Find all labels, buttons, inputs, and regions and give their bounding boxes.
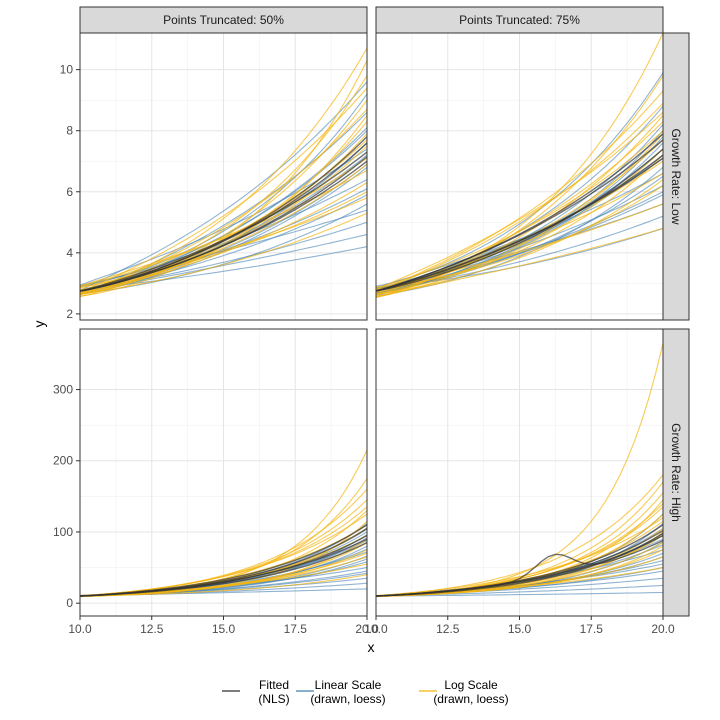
y-tick-label: 8 (66, 124, 73, 138)
x-tick-label: 17.5 (284, 622, 308, 636)
y-tick-label: 0 (66, 596, 73, 610)
row-strip (662, 328, 690, 617)
log-scale-line (376, 185, 663, 288)
column-strip-label: Points Truncated: 75% (459, 13, 580, 27)
y-tick-label: 100 (53, 525, 73, 539)
x-tick-label: 20.0 (355, 622, 379, 636)
x-tick-label: 15.0 (508, 622, 532, 636)
y-tick-label: 4 (66, 246, 73, 260)
fitted-nls-line (80, 156, 367, 292)
x-axis-title: x (368, 639, 375, 655)
x-tick-label: 12.5 (140, 622, 164, 636)
log-scale-line (376, 179, 663, 295)
x-tick-label: 10.0 (364, 622, 388, 636)
log-scale-line (80, 157, 367, 288)
legend-label: (NLS) (258, 692, 289, 706)
x-tick-label: 10.0 (68, 622, 92, 636)
y-tick-label: 6 (66, 185, 73, 199)
y-tick-label: 10 (60, 63, 74, 77)
log-scale-line (376, 133, 663, 295)
log-scale-line (376, 102, 663, 294)
x-tick-label: 20.0 (651, 622, 675, 636)
linear-scale-line (376, 591, 663, 597)
legend-label: Log Scale (444, 678, 498, 692)
fitted-nls-line (376, 133, 663, 292)
x-tick-label: 12.5 (436, 622, 460, 636)
fitted-nls-line (80, 136, 367, 292)
log-scale-line (80, 48, 367, 293)
legend-label: (drawn, loess) (433, 692, 508, 706)
panel-lines (376, 343, 663, 598)
row-strip-label: Growth Rate: High (669, 423, 683, 522)
log-scale-line (376, 203, 663, 292)
x-tick-label: 15.0 (212, 622, 236, 636)
log-scale-line (376, 227, 663, 298)
log-scale-line (376, 517, 663, 597)
panel-lines (376, 33, 663, 299)
y-tick-label: 300 (53, 383, 73, 397)
panel-lines (80, 48, 367, 298)
fitted-nls-line (376, 154, 663, 292)
column-strip-label: Points Truncated: 50% (163, 13, 284, 27)
fitted-nls-line (376, 532, 663, 597)
log-scale-line (376, 111, 663, 291)
log-scale-line (80, 60, 367, 295)
log-scale-line (80, 163, 367, 293)
row-strip (662, 32, 690, 321)
log-scale-line (80, 87, 367, 293)
legend-label: Linear Scale (315, 678, 382, 692)
fitted-nls-line (376, 148, 663, 292)
column-strip (375, 6, 664, 34)
y-axis-title: y (31, 321, 47, 328)
linear-scale-line (80, 81, 367, 292)
x-tick-label: 17.5 (580, 622, 604, 636)
panel-lines (80, 449, 367, 598)
legend-label: (drawn, loess) (310, 692, 385, 706)
column-strip (79, 6, 368, 34)
log-scale-line (80, 212, 367, 295)
log-scale-line (80, 538, 367, 597)
fitted-nls-line (376, 524, 663, 597)
log-scale-line (80, 99, 367, 298)
log-scale-line (80, 108, 367, 296)
fitted-nls-line (80, 538, 367, 597)
y-tick-label: 2 (66, 307, 73, 321)
log-scale-line (376, 115, 663, 298)
y-tick-label: 200 (53, 454, 73, 468)
log-scale-line (80, 191, 367, 288)
row-strip-label: Growth Rate: Low (669, 128, 683, 224)
legend-label: Fitted (259, 678, 289, 692)
